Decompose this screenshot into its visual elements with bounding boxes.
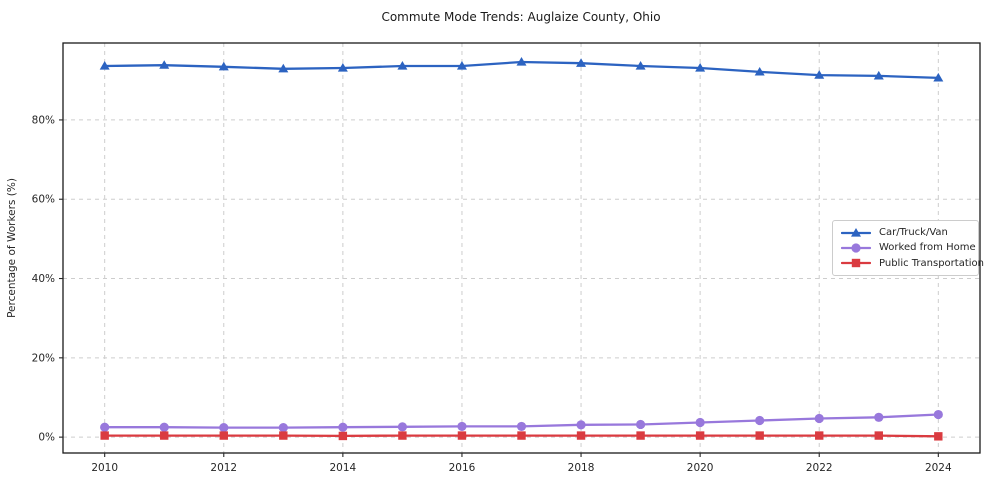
legend-item-public-transportation: Public Transportation bbox=[841, 256, 984, 271]
x-tick-label: 2014 bbox=[329, 462, 356, 474]
legend-item-worked-from-home: Worked from Home bbox=[841, 240, 976, 255]
y-tick-label: 60% bbox=[32, 194, 55, 206]
triangle-marker bbox=[397, 60, 408, 70]
y-tick-label: 40% bbox=[32, 273, 55, 285]
triangle-marker bbox=[99, 60, 110, 70]
series-car-truck-van bbox=[99, 57, 944, 82]
series-layer bbox=[99, 57, 944, 441]
square-marker bbox=[636, 431, 645, 440]
circle-marker bbox=[874, 412, 884, 422]
plot-border bbox=[62, 42, 981, 454]
circle-marker bbox=[219, 423, 229, 433]
circle-marker bbox=[278, 423, 288, 433]
square-marker bbox=[695, 431, 705, 440]
x-tick-label: 2018 bbox=[568, 462, 595, 474]
x-tick-label: 2022 bbox=[806, 462, 833, 474]
circle-marker bbox=[851, 243, 861, 253]
square-marker bbox=[457, 431, 467, 440]
triangle-marker bbox=[754, 66, 765, 76]
y-tick-label: 80% bbox=[32, 114, 55, 126]
triangle-marker bbox=[456, 60, 467, 70]
triangle-marker bbox=[278, 63, 289, 73]
square-marker bbox=[576, 431, 586, 440]
axis-ticks: 0% 20% 40% 60% 80% 2010 2012 2014 2016 2018 2020 20… bbox=[32, 114, 952, 474]
legend-label: Worked from Home bbox=[879, 242, 976, 254]
square-marker bbox=[160, 431, 169, 440]
y-tick-label: 0% bbox=[38, 432, 55, 444]
y-axis-label: Percentage of Workers (%) bbox=[6, 178, 18, 318]
car-truck-van-line-marker-icon bbox=[841, 227, 871, 237]
public-transportation-line-marker-icon bbox=[841, 259, 871, 268]
circle-marker bbox=[397, 422, 408, 432]
y-tick-label: 20% bbox=[32, 352, 55, 364]
square-marker bbox=[517, 431, 526, 440]
square-marker bbox=[755, 431, 764, 440]
worked-from-home-line-marker-icon bbox=[841, 243, 871, 253]
circle-marker bbox=[457, 421, 467, 432]
circle-marker bbox=[576, 420, 586, 430]
x-tick-label: 2020 bbox=[687, 462, 714, 474]
triangle-marker bbox=[218, 61, 229, 71]
x-tick-label: 2012 bbox=[210, 462, 237, 474]
triangle-marker bbox=[933, 72, 944, 82]
triangle-marker bbox=[635, 60, 646, 70]
triangle-marker bbox=[814, 70, 825, 79]
circle-marker bbox=[933, 409, 943, 420]
circle-marker bbox=[100, 422, 110, 432]
square-marker bbox=[874, 431, 883, 440]
circle-marker bbox=[338, 422, 348, 432]
square-marker bbox=[100, 431, 109, 440]
x-tick-label: 2016 bbox=[449, 462, 476, 474]
series-public-transportation bbox=[100, 431, 943, 441]
triangle-marker bbox=[695, 62, 706, 72]
series-worked-from-home bbox=[100, 409, 943, 433]
circle-marker bbox=[635, 419, 646, 430]
legend-label: Car/Truck/Van bbox=[879, 227, 948, 239]
legend-item-car-truck-van: Car/Truck/Van bbox=[841, 225, 972, 240]
circle-marker bbox=[516, 421, 527, 432]
square-marker bbox=[219, 431, 228, 440]
square-marker bbox=[279, 431, 288, 440]
triangle-marker bbox=[337, 62, 348, 72]
legend-label: Public Transportation bbox=[879, 257, 984, 269]
triangle-marker bbox=[873, 70, 884, 80]
square-marker bbox=[815, 431, 824, 440]
triangle-marker bbox=[516, 57, 527, 66]
chart-title: Commute Mode Trends: Auglaize County, Oh… bbox=[381, 10, 660, 24]
circle-marker bbox=[814, 413, 824, 424]
x-tick-label: 2024 bbox=[925, 462, 952, 474]
square-marker bbox=[934, 432, 943, 441]
x-tick-label: 2010 bbox=[91, 462, 118, 474]
square-marker bbox=[398, 431, 407, 440]
circle-marker bbox=[159, 422, 169, 432]
circle-marker bbox=[755, 415, 765, 426]
circle-marker bbox=[695, 417, 705, 428]
triangle-marker bbox=[576, 58, 587, 67]
square-marker bbox=[851, 259, 861, 268]
triangle-marker bbox=[159, 60, 170, 69]
square-marker bbox=[338, 431, 348, 441]
legend: Car/Truck/Van Worked from Home Public Tr… bbox=[832, 220, 984, 276]
triangle-marker bbox=[851, 227, 861, 237]
